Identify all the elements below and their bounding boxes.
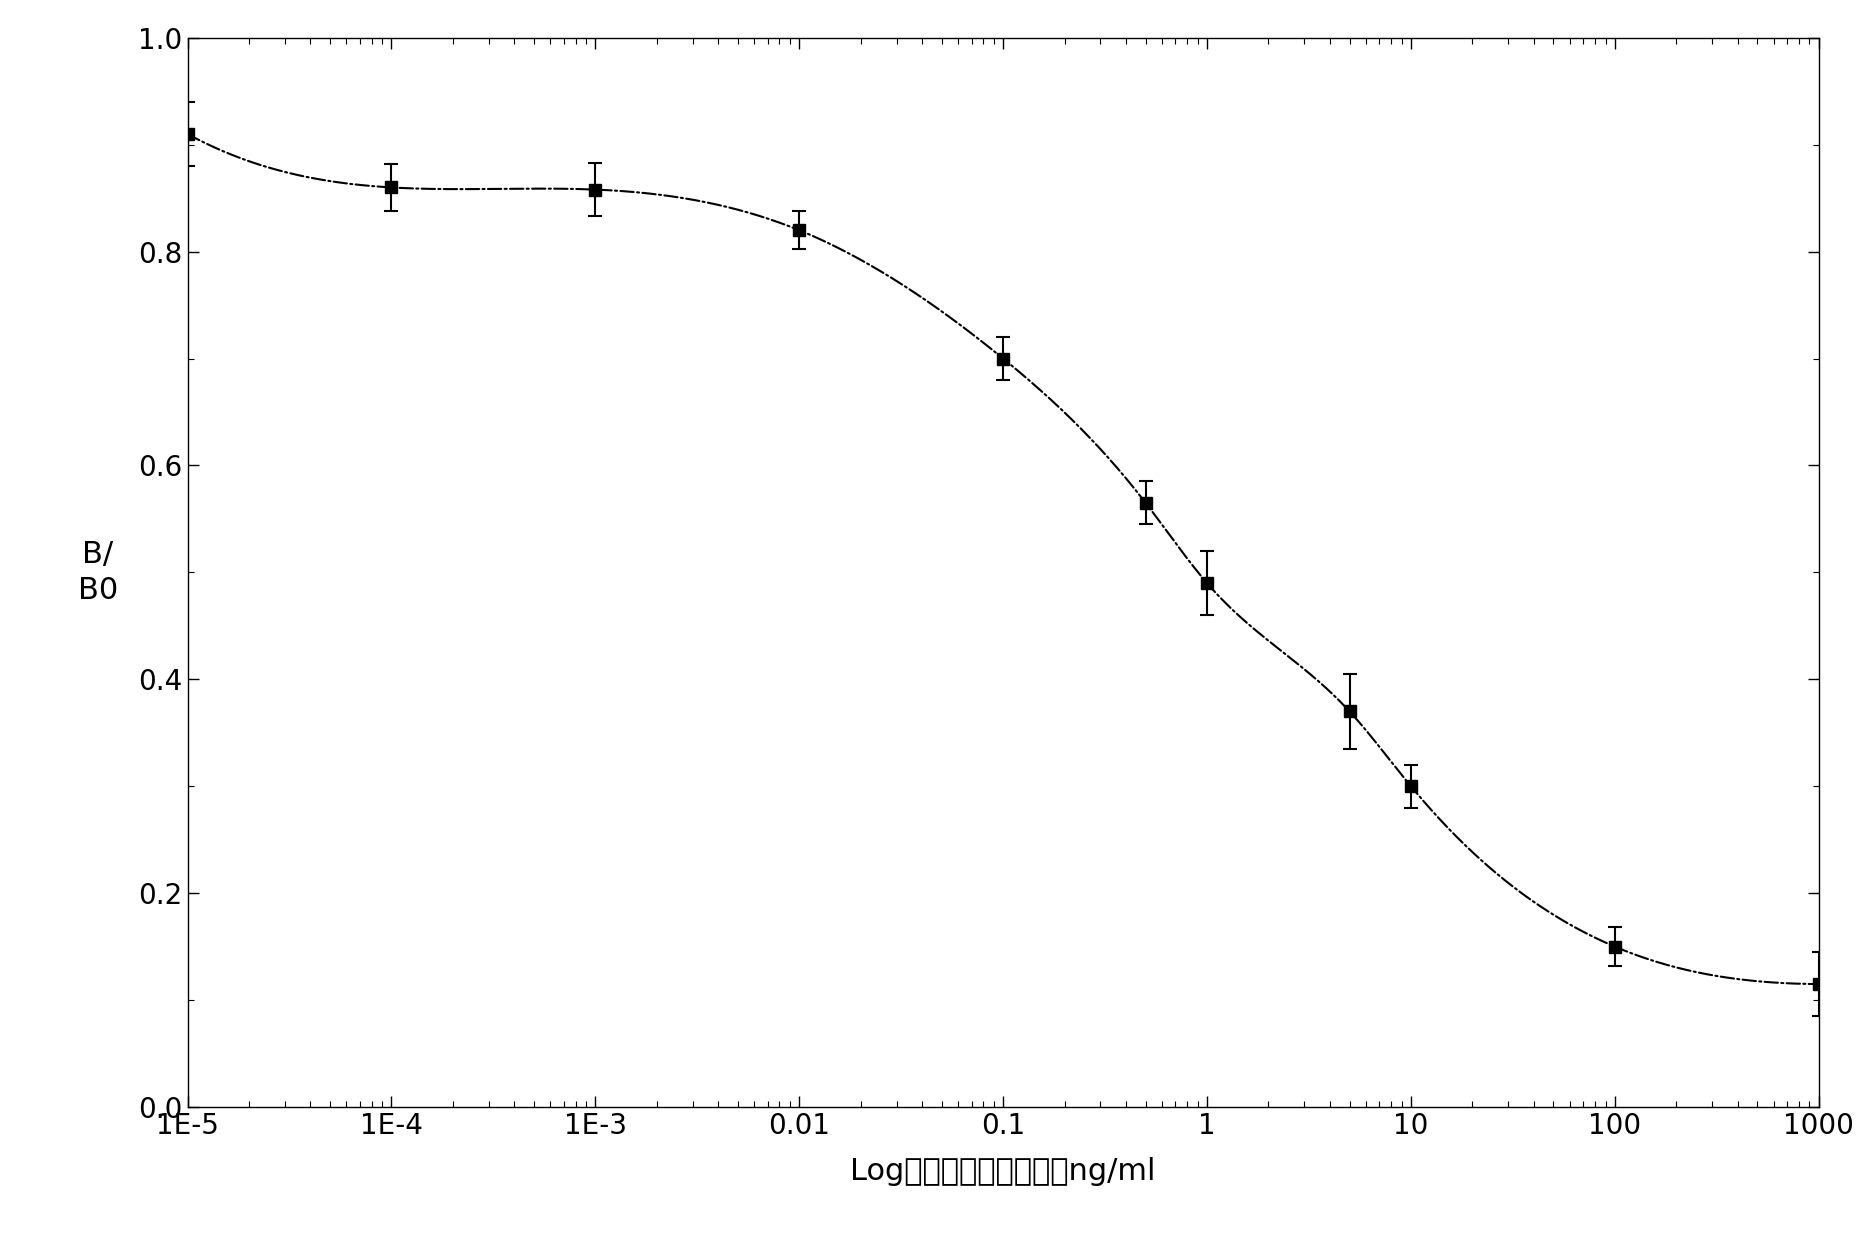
Text: B/
B0: B/ B0 [77,540,118,605]
X-axis label: Log［呼喵妥因的浓度］ng/ml: Log［呼喵妥因的浓度］ng/ml [851,1156,1155,1185]
